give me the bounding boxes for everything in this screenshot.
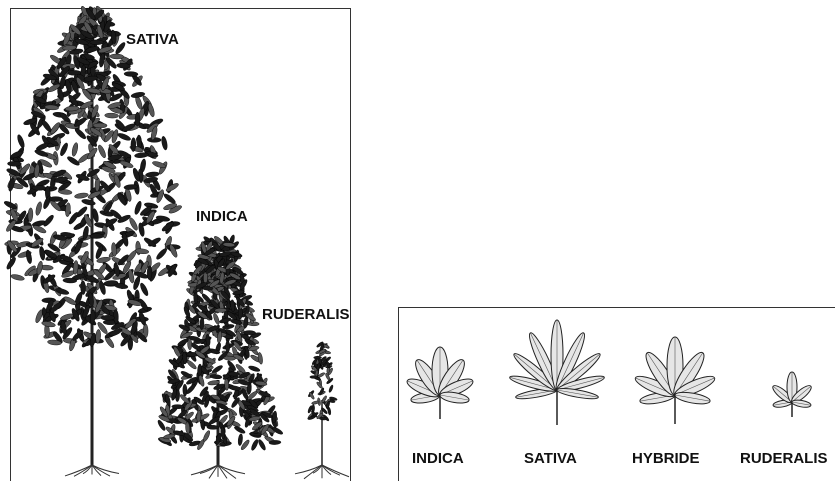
leaf-label: INDICA [412,450,464,467]
foliage [74,127,87,140]
plant-label: SATIVA [126,31,179,48]
foliage [63,278,77,284]
foliage [124,71,138,76]
root [83,465,92,474]
foliage [155,247,168,261]
foliage [59,75,67,90]
foliage [81,198,96,206]
plant-label: RUDERALIS [262,306,350,323]
root [218,465,245,474]
foliage [238,433,244,445]
foliage [172,404,184,408]
root [191,465,218,475]
foliage [250,439,259,452]
foliage [207,425,219,430]
foliage [135,112,140,126]
foliage [248,365,261,373]
leaf-label: HYBRIDE [632,450,700,467]
foliage [117,132,132,142]
foliage [80,280,85,294]
foliage [328,384,334,392]
foliage [183,384,187,396]
foliage [139,282,150,297]
foliage [224,356,236,361]
foliage [5,256,17,270]
foliage [74,192,89,199]
leaf-label: RUDERALIS [740,450,828,467]
foliage [7,161,21,166]
foliage [215,308,227,312]
foliage [200,318,205,330]
foliage [269,440,281,445]
foliage [10,273,25,281]
foliage [319,417,327,420]
foliage [121,122,136,132]
foliage [90,40,104,45]
foliage [71,142,79,157]
root [304,465,322,479]
illustration: SATIVA INDICA RUDERALIS INDICA SATIVA HY… [0,0,835,481]
foliage [39,246,46,261]
foliage [257,352,263,365]
foliage [228,372,240,377]
root [92,465,119,473]
foliage [147,266,152,280]
foliage [49,196,63,201]
foliage [152,160,167,169]
foliage [131,138,136,152]
foliage [25,249,32,264]
foliage [210,374,222,379]
foliage [202,430,211,443]
foliage [314,356,322,359]
foliage [163,192,177,204]
root [218,465,236,479]
foliage [212,312,220,325]
root [313,465,322,473]
foliage [90,234,104,239]
foliage [134,152,148,158]
foliage [59,142,69,157]
foliage [244,330,256,335]
foliage [42,298,56,303]
foliage [145,171,159,177]
foliage [36,261,44,276]
foliage [32,185,46,190]
foliage [93,123,107,128]
foliage [105,113,119,119]
foliage [101,315,115,320]
foliage [229,385,242,391]
foliage [310,376,318,379]
foliage [35,201,43,216]
foliage [16,134,25,149]
foliage [97,144,107,159]
drawings [3,5,813,479]
foliage [257,439,267,452]
foliage [28,208,34,222]
foliage [65,203,71,217]
foliage [226,341,230,353]
foliage [161,136,168,151]
root [74,465,92,476]
leaf-label: SATIVA [524,450,577,467]
plant-label: INDICA [196,208,248,225]
